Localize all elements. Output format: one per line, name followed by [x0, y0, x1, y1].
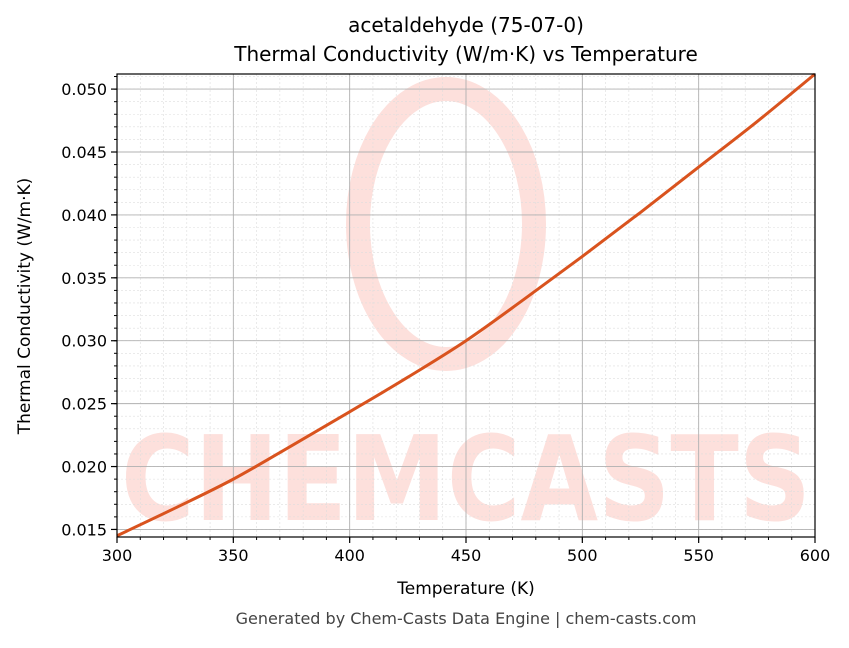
chart-title: acetaldehyde (75-07-0): [348, 13, 584, 37]
x-axis-label: Temperature (K): [396, 579, 535, 599]
y-tick-label: 0.040: [61, 206, 107, 225]
x-tick-label: 600: [800, 546, 831, 565]
x-tick-label: 500: [567, 546, 598, 565]
x-tick-label: 400: [334, 546, 365, 565]
series-line: [116, 72, 816, 538]
chart-subtitle: Thermal Conductivity (W/m·K) vs Temperat…: [233, 42, 698, 66]
y-tick-label: 0.030: [61, 332, 107, 351]
y-tick-label: 0.025: [61, 395, 107, 414]
y-tick-label: 0.050: [61, 80, 107, 99]
footer-credit: Generated by Chem-Casts Data Engine | ch…: [236, 609, 697, 628]
x-tick-label: 450: [451, 546, 482, 565]
x-tick-label: 300: [102, 546, 133, 565]
x-tick-label: 550: [683, 546, 714, 565]
y-axis-label: Thermal Conductivity (W/m·K): [15, 178, 35, 436]
y-tick-label: 0.035: [61, 269, 107, 288]
ticks: 300 350 400 450 500 550 600 0.015 0.020 0.025 0.03…: [61, 76, 831, 565]
y-tick-label: 0.015: [61, 520, 107, 539]
y-tick-label: 0.045: [61, 143, 107, 162]
series: [116, 72, 816, 538]
y-tick-label: 0.020: [61, 458, 107, 477]
x-tick-label: 350: [218, 546, 249, 565]
